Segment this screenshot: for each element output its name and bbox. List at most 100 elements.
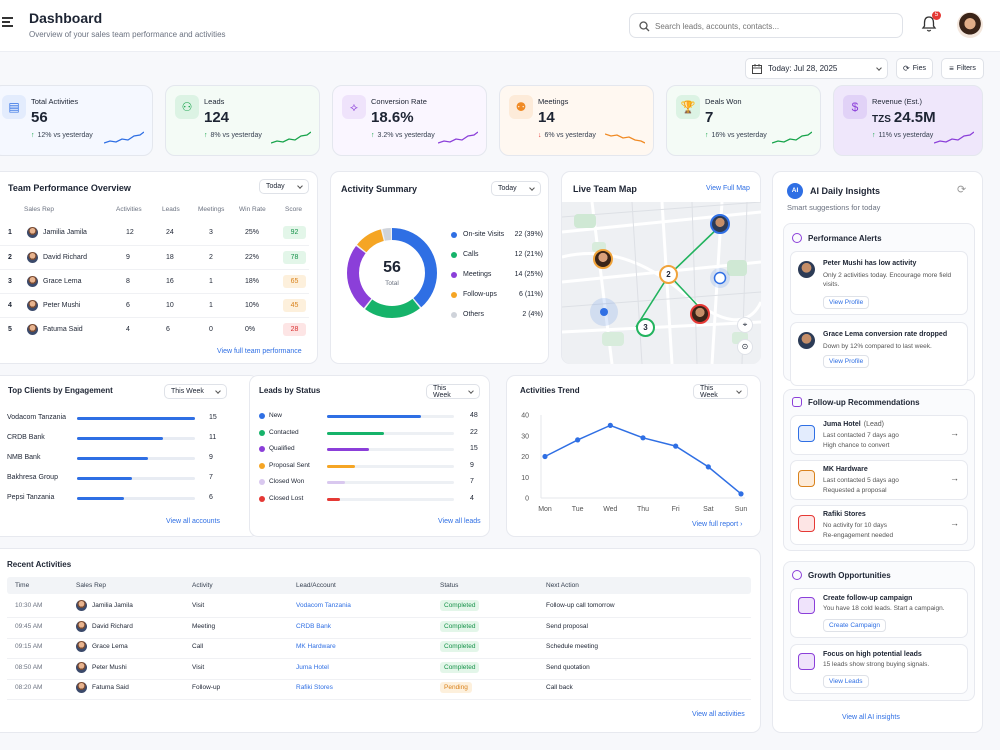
growth-item-desc: 15 leads show strong buying signals. <box>823 661 930 668</box>
map-center-button[interactable]: ⊙ <box>737 339 753 355</box>
leads-period-select[interactable]: This Week <box>426 384 480 399</box>
client-bar <box>77 497 125 500</box>
recent-row[interactable]: 08:20 AM Fatuma Said Follow-up Rafiki Store… <box>7 680 751 700</box>
followup-item[interactable]: Rafiki Stores No activity for 10 days Re-e… <box>790 505 968 545</box>
stat-card[interactable]: $ Revenue (Est.) TZS 24.5M ↑ 11% vs yesterday <box>833 85 983 156</box>
team-row[interactable]: 1 Jamilia Jamila 12 24 3 25% 92 <box>0 221 309 244</box>
stat-card[interactable]: ⚉ Meetings 14 ↓ 6% vs yesterday <box>499 85 654 156</box>
team-period-select[interactable]: Today <box>259 179 309 194</box>
map-person-marker[interactable] <box>690 304 710 324</box>
followup-line2: Requested a proposal <box>823 487 887 494</box>
recent-row[interactable]: 09:15 AM Grace Lema Call MK Hardware Complet… <box>7 639 751 659</box>
recent-account[interactable]: Rafiki Stores <box>296 684 333 691</box>
team-row[interactable]: 3 Grace Lema 8 16 1 18% 65 <box>0 269 309 292</box>
view-profile-button[interactable]: View Profile <box>823 296 870 309</box>
status-badge: Completed <box>440 641 480 652</box>
growth-item[interactable]: Create follow-up campaign You have 18 col… <box>790 588 968 638</box>
followup-icon <box>798 515 815 532</box>
trend-period-select[interactable]: This Week <box>693 384 748 399</box>
arrow-right-icon[interactable]: → <box>950 428 959 438</box>
chevron-down-icon <box>529 184 535 191</box>
rep-cell: Fatuma Said <box>27 323 83 335</box>
menu-icon[interactable] <box>2 17 13 27</box>
legend-value: 12 (21%) <box>514 251 543 258</box>
donut-segment[interactable] <box>347 228 437 318</box>
team-row[interactable]: 5 Fatuma Said 4 6 0 0% 28 <box>0 317 309 340</box>
team-row[interactable]: 4 Peter Mushi 6 10 1 10% 45 <box>0 293 309 316</box>
client-name: Bakhresa Group <box>7 474 58 481</box>
recent-account[interactable]: Vodacom Tanzania <box>296 602 351 609</box>
date-picker[interactable]: Today: Jul 28, 2025 <box>745 58 888 79</box>
map-cluster-marker[interactable]: 3 <box>636 318 655 337</box>
stat-card[interactable]: ⚇ Leads 124 ↑ 8% vs yesterday <box>165 85 320 156</box>
growth-item[interactable]: Focus on high potential leads 15 leads sh… <box>790 644 968 694</box>
alert-item[interactable]: Grace Lema conversion rate dropped Down b… <box>790 322 968 386</box>
stat-card[interactable]: ▤ Total Activities 56 ↑ 12% vs yesterday <box>0 85 153 156</box>
activity-period-select[interactable]: Today <box>491 181 541 196</box>
view-full-report-link[interactable]: View full report › <box>692 521 743 528</box>
trend-point[interactable] <box>640 435 646 441</box>
view-team-link[interactable]: View full team performance <box>217 348 302 355</box>
recent-account[interactable]: Juma Hotel <box>296 663 329 671</box>
notifications-button[interactable]: 5 <box>921 11 941 35</box>
x-tick-label: Mon <box>538 506 552 513</box>
map-locate-button[interactable]: ⌖ <box>737 317 753 333</box>
search-box[interactable] <box>629 13 903 38</box>
donut-segment[interactable] <box>347 228 437 318</box>
stat-label: Revenue (Est.) <box>872 97 923 106</box>
map-person-marker[interactable] <box>593 249 613 269</box>
map-cluster-marker[interactable]: 2 <box>659 265 678 284</box>
trend-point[interactable] <box>542 453 548 460</box>
recent-row[interactable]: 08:50 AM Peter Mushi Visit Juma Hotel Comple… <box>7 660 751 680</box>
recent-header-cell: Activity <box>192 582 213 589</box>
client-bar-track <box>77 437 195 440</box>
growth-action-button[interactable]: View Leads <box>823 675 869 688</box>
view-all-accounts-link[interactable]: View all accounts <box>166 518 220 525</box>
trend-point[interactable] <box>738 491 744 497</box>
trend-point[interactable] <box>673 443 679 449</box>
team-row[interactable]: 2 David Richard 9 18 2 22% 78 <box>0 245 309 268</box>
stat-card[interactable]: ⟡ Conversion Rate 18.6% ↑ 3.2% vs yesterday <box>332 85 487 156</box>
trend-point[interactable] <box>705 464 711 470</box>
view-profile-button[interactable]: View Profile <box>823 355 870 368</box>
recent-account[interactable]: CRDB Bank <box>296 622 332 630</box>
files-button[interactable]: ⟳ Fies <box>896 58 933 79</box>
alert-item[interactable]: Peter Mushi has low activity Only 2 activ… <box>790 251 968 315</box>
trend-point[interactable] <box>607 422 613 428</box>
win-rate-cell: 22% <box>245 253 260 261</box>
recent-row[interactable]: 09:45 AM David Richard Meeting CRDB Bank Com… <box>7 619 751 639</box>
arrow-right-icon[interactable]: → <box>950 473 959 483</box>
donut-segment[interactable] <box>347 228 437 318</box>
activities-cell: 8 <box>126 277 130 285</box>
activity-period-label: Today <box>498 185 517 192</box>
followup-item[interactable]: Juma Hotel (Lead) Last contacted 7 days ag… <box>790 415 968 455</box>
clients-period-label: This Week <box>171 388 204 395</box>
client-name: Pepsi Tanzania <box>7 494 55 501</box>
view-all-insights-link[interactable]: View all AI insights <box>842 714 900 721</box>
leads-cell: 16 <box>166 277 174 285</box>
map-person-marker[interactable] <box>710 214 730 234</box>
avatar <box>76 600 87 611</box>
growth-action-button[interactable]: Create Campaign <box>823 619 886 632</box>
recent-account[interactable]: MK Hardware <box>296 643 336 650</box>
refresh-insights-icon[interactable]: ⟳ <box>957 184 967 196</box>
view-all-leads-link[interactable]: View all leads <box>438 518 481 525</box>
growth-item-icon <box>798 653 815 670</box>
view-all-activities-link[interactable]: View all activities <box>692 711 745 718</box>
filters-button[interactable]: ≡ Filters <box>941 58 984 79</box>
trend-point[interactable] <box>575 437 581 443</box>
recent-row[interactable]: 10:30 AM Jamilia Jamila Visit Vodacom Tanza… <box>7 598 751 618</box>
user-avatar[interactable] <box>957 12 983 38</box>
map-area[interactable]: 2 3 ⌖ ⊙ <box>562 202 761 364</box>
stat-change-text: 11% vs yesterday <box>878 132 934 139</box>
arrow-up-icon: ↑ <box>371 132 375 139</box>
clients-period-select[interactable]: This Week <box>164 384 227 399</box>
arrow-right-icon[interactable]: → <box>950 518 959 528</box>
search-input[interactable] <box>655 19 895 33</box>
status-value: 15 <box>470 445 478 452</box>
view-full-map-link[interactable]: View Full Map <box>706 185 750 192</box>
status-bar <box>327 431 385 435</box>
followup-item[interactable]: MK Hardware Last contacted 5 days ago Requ… <box>790 460 968 500</box>
rep-name: David Richard <box>43 253 87 261</box>
stat-card[interactable]: 🏆 Deals Won 7 ↑ 16% vs yesterday <box>666 85 821 156</box>
